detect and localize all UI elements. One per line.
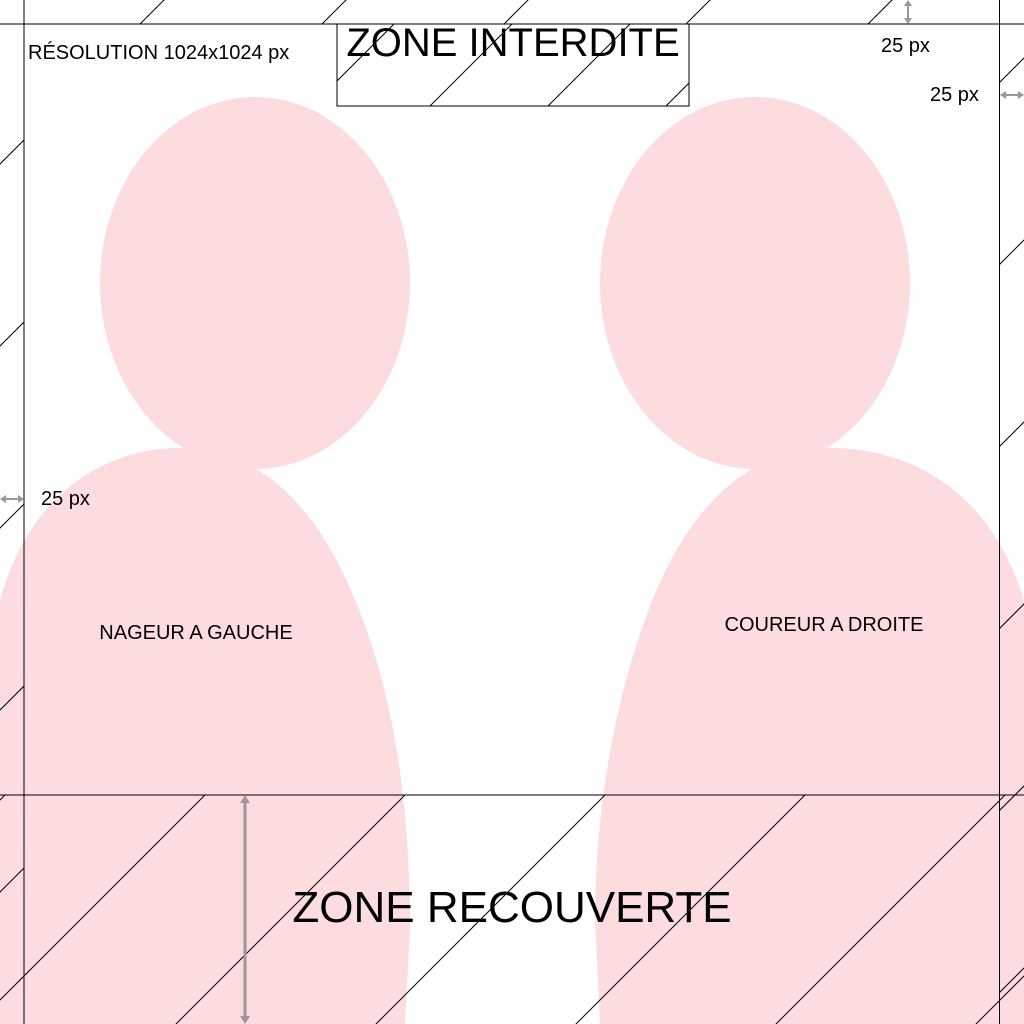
top-margin-label: 25 px	[881, 35, 930, 57]
resolution-label: RÉSOLUTION 1024x1024 px	[28, 41, 289, 64]
right-figure-label: COUREUR A DROITE	[725, 614, 924, 636]
left-figure-body	[0, 448, 410, 1024]
left-figure-head	[100, 97, 410, 469]
forbidden-zone-label: ZONE INTERDITE	[346, 21, 679, 65]
right-figure-body	[595, 448, 1024, 1024]
right-figure-head	[600, 97, 910, 469]
top-margin-dimension-arrow	[904, 0, 912, 24]
covered-zone-height-arrow	[240, 795, 250, 1024]
left-margin-dimension-arrow	[0, 495, 24, 503]
left-figure-label: NAGEUR A GAUCHE	[99, 622, 292, 644]
covered-zone-label: ZONE RECOUVERTE	[292, 883, 731, 932]
left-figure	[0, 97, 410, 1024]
right-figure	[595, 97, 1024, 1024]
right-margin-dimension-arrow	[1000, 91, 1024, 99]
forbidden-zone-box	[336, 23, 690, 107]
left-margin-label: 25 px	[41, 488, 90, 510]
right-margin-label: 25 px	[930, 84, 979, 106]
